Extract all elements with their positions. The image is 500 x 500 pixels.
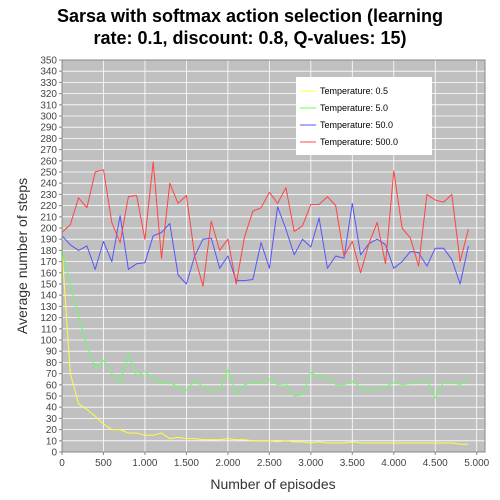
y-tick-label: 240 — [40, 179, 57, 190]
x-tick-label: 1.000 — [132, 458, 157, 469]
y-tick-label: 100 — [40, 336, 57, 347]
y-tick-label: 230 — [40, 190, 57, 201]
y-tick-label: 290 — [40, 123, 57, 134]
y-tick-label: 280 — [40, 134, 57, 145]
y-tick-label: 80 — [46, 358, 58, 369]
legend-box — [296, 77, 432, 155]
series-line-2 — [61, 202, 469, 285]
x-tick-label: 0 — [59, 458, 65, 469]
y-tick-label: 20 — [46, 425, 58, 436]
series-line-0 — [61, 250, 469, 445]
y-tick-label: 330 — [40, 78, 57, 89]
y-tick-label: 70 — [46, 369, 58, 380]
x-tick-label: 2.500 — [257, 458, 282, 469]
y-tick-label: 250 — [40, 168, 57, 179]
y-tick-label: 150 — [40, 280, 57, 291]
x-tick-label: 4.000 — [381, 458, 406, 469]
y-tick-label: 130 — [40, 302, 57, 313]
y-tick-label: 260 — [40, 156, 57, 167]
series-lines — [61, 161, 469, 445]
y-tick-label: 50 — [46, 392, 58, 403]
y-tick-label: 0 — [51, 448, 57, 459]
x-tick-label: 3.500 — [340, 458, 365, 469]
series-line-1 — [61, 250, 469, 399]
x-tick-label: 1.500 — [174, 458, 199, 469]
x-axis-label: Number of episodes — [210, 476, 335, 492]
series-line-3 — [61, 161, 469, 287]
legend-label: Temperature: 50.0 — [320, 120, 393, 130]
y-tick-label: 350 — [40, 56, 57, 67]
y-tick-label: 110 — [41, 324, 57, 335]
y-tick-label: 190 — [40, 235, 57, 246]
legend-label: Temperature: 0.5 — [320, 86, 388, 96]
plot-frame — [61, 59, 486, 453]
y-tick-label: 340 — [40, 67, 57, 78]
legend-label: Temperature: 500.0 — [320, 137, 398, 147]
y-tick-label: 170 — [40, 257, 57, 268]
y-axis-ticks: 0102030405060708090100110120130140150160… — [40, 56, 62, 459]
x-tick-label: 500 — [95, 458, 112, 469]
y-axis-label: Average number of steps — [14, 178, 30, 334]
y-tick-label: 140 — [40, 291, 57, 302]
y-tick-label: 270 — [40, 145, 57, 156]
legend: Temperature: 0.5 Temperature: 5.0 Temperat… — [296, 77, 432, 155]
x-tick-label: 2.000 — [215, 458, 240, 469]
y-tick-label: 30 — [46, 414, 58, 425]
y-tick-label: 10 — [46, 436, 58, 447]
y-tick-label: 220 — [40, 201, 57, 212]
chart-title-line-2: rate: 0.1, discount: 0.8, Q-values: 15) — [93, 28, 406, 48]
y-tick-label: 40 — [46, 403, 58, 414]
legend-label: Temperature: 5.0 — [320, 103, 388, 113]
y-tick-label: 320 — [40, 89, 57, 100]
y-tick-label: 310 — [40, 100, 57, 111]
y-tick-label: 90 — [46, 347, 58, 358]
y-tick-label: 200 — [40, 224, 57, 235]
y-tick-label: 210 — [40, 212, 57, 223]
x-tick-label: 3.000 — [298, 458, 323, 469]
y-tick-label: 160 — [40, 268, 57, 279]
x-tick-label: 5.000 — [464, 458, 489, 469]
y-tick-label: 180 — [40, 246, 57, 257]
x-axis-ticks: 0 500 1.000 1.500 2.000 2.500 3.000 3.500 4.000 4… — [59, 452, 490, 469]
y-tick-label: 120 — [40, 313, 57, 324]
chart-title-line-1: Sarsa with softmax action selection (lea… — [57, 6, 443, 26]
x-tick-label: 4.500 — [423, 458, 448, 469]
y-tick-label: 60 — [46, 380, 58, 391]
y-tick-label: 300 — [40, 112, 57, 123]
